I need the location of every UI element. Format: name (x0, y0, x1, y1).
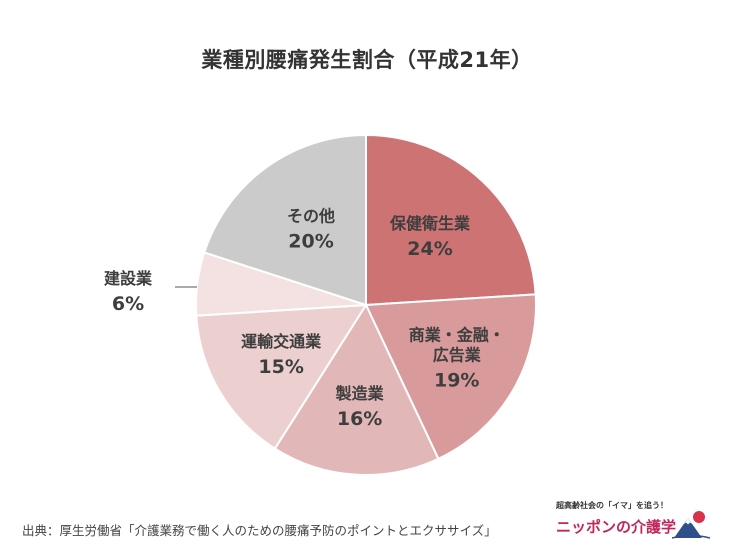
slice-label-3: 製造業 16% (335, 384, 385, 430)
slice-name-2-line-1: 商業・金融・ (409, 326, 505, 345)
slice-label-5: 建設業 6% (104, 269, 153, 315)
slice-value-4: 15% (258, 356, 303, 378)
slice-label-1: 保健衛生業 24% (389, 214, 471, 260)
slice-value-5: 6% (112, 293, 144, 315)
slice-label-6: その他 20% (287, 206, 335, 252)
slice-name-5: 建設業 (104, 269, 153, 288)
slice-value-6: 20% (288, 230, 333, 252)
pie-slice-4 (195, 303, 368, 450)
logo-tagline: 超高齢社会の「イマ」を追う！ (556, 501, 668, 510)
source-citation: 出典：厚生労働省「介護業務で働く人のための腰痛予防のポイントとエクササイズ」 (22, 523, 497, 538)
slice-value-3: 16% (337, 408, 382, 430)
slice-label-2: 商業・金融・広告業 19% (409, 326, 505, 392)
slice-name-1: 保健衛生業 (389, 214, 471, 233)
slice-value-2: 19% (434, 370, 479, 392)
slice-name-2-line-2: 広告業 (433, 346, 482, 365)
site-logo[interactable]: 超高齢社会の「イマ」を追う！ ニッポンの介護学 (548, 498, 718, 546)
chart-title: 業種別腰痛発生割合（平成21年） (201, 48, 533, 72)
mount-fuji-icon (672, 511, 710, 539)
pie-slice-3 (273, 302, 440, 476)
slice-value-1: 24% (407, 238, 452, 260)
pie-slice-6 (203, 133, 367, 307)
slice-name-4: 運輸交通業 (241, 332, 322, 351)
pie-slice-2 (364, 293, 537, 461)
pie-slice-1 (365, 133, 537, 307)
slice-name-6: その他 (287, 206, 335, 225)
logo-name: ニッポンの介護学 (556, 518, 677, 536)
slice-name-3: 製造業 (335, 384, 385, 403)
slice-label-4: 運輸交通業 15% (241, 332, 322, 378)
